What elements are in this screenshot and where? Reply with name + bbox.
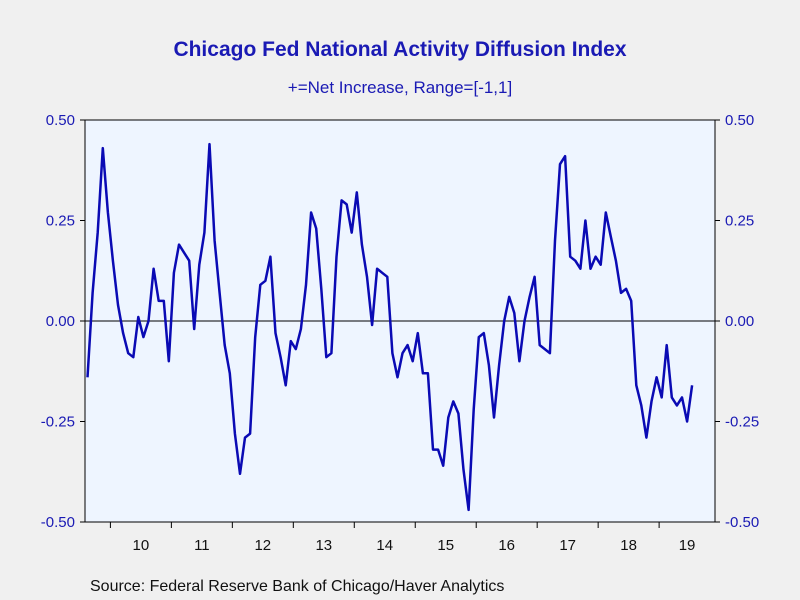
x-tick-label: 19 [679,537,696,554]
x-tick-label: 17 [559,537,576,554]
x-tick-label: 15 [437,537,454,554]
y-tick-label-left: -0.50 [41,514,75,531]
x-tick-label: 14 [376,537,393,554]
x-tick-label: 10 [133,537,150,554]
y-tick-label-right: -0.25 [725,414,759,431]
y-tick-label-right: 0.25 [725,213,754,230]
y-tick-label-left: 0.00 [46,313,75,330]
x-tick-label: 16 [498,537,515,554]
y-tick-label-left: 0.50 [46,112,75,129]
y-tick-label-left: -0.25 [41,414,75,431]
y-tick-label-right: -0.50 [725,514,759,531]
series-line [86,142,694,512]
x-tick-label: 12 [254,537,271,554]
x-tick-label: 13 [315,537,332,554]
y-tick-label-right: 0.50 [725,112,754,129]
y-tick-label-right: 0.00 [725,313,754,330]
chart-title: Chicago Fed National Activity Diffusion … [173,38,627,61]
x-tick-label: 11 [194,537,210,554]
chart-subtitle: +=Net Increase, Range=[-1,1] [287,78,513,97]
x-tick-label: 18 [620,537,637,554]
y-tick-label-left: 0.25 [46,213,75,230]
source-note: Source: Federal Reserve Bank of Chicago/… [90,578,505,595]
